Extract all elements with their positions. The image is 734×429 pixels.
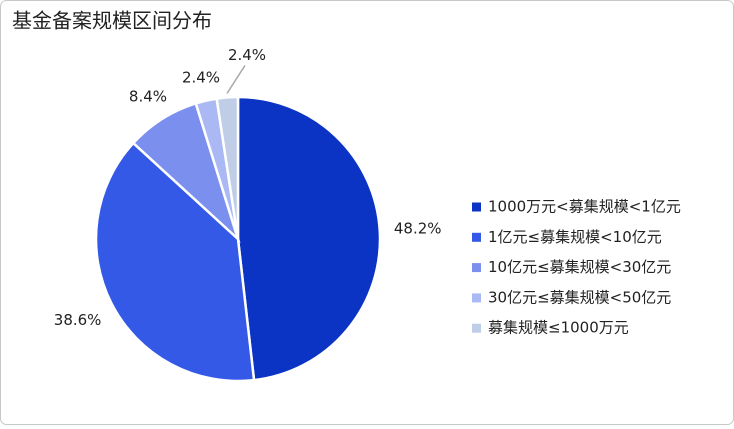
pie-slice — [215, 95, 240, 240]
legend-swatch — [472, 293, 481, 303]
data-label: 2.4% — [182, 69, 220, 87]
pie-slice — [94, 141, 256, 383]
legend-label: 1亿元≤募集规模<10亿元 — [488, 228, 662, 246]
legend-swatch — [472, 263, 481, 273]
legend-swatch — [472, 232, 481, 242]
data-label: 48.2% — [394, 219, 442, 237]
legend-swatch — [472, 323, 481, 333]
data-label: 2.4% — [228, 46, 266, 64]
data-label: 8.4% — [129, 88, 167, 106]
legend-swatch — [472, 202, 481, 212]
data-label: 38.6% — [54, 311, 102, 329]
chart-title: 基金备案规模区间分布 — [12, 9, 212, 33]
legend-label: 10亿元≤募集规模<30亿元 — [488, 258, 671, 276]
leader-line — [226, 65, 246, 94]
pie-slice — [236, 95, 382, 382]
legend-label: 30亿元≤募集规模<50亿元 — [488, 288, 671, 306]
legend-label: 1000万元<募集规模<1亿元 — [488, 198, 681, 216]
legend-label: 募集规模≤1000万元 — [488, 319, 629, 337]
